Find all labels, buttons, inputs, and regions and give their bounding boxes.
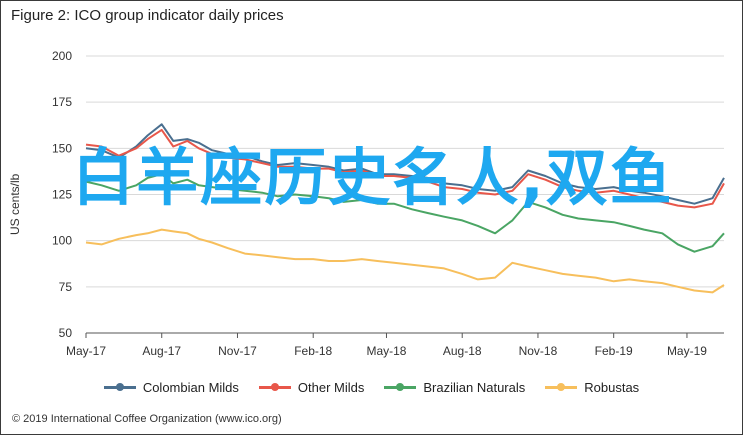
series-line-other-milds (85, 128, 725, 209)
x-tick-label: Aug-18 (443, 344, 482, 358)
x-tick-label: Nov-17 (218, 344, 257, 358)
legend-item: Other Milds (258, 380, 365, 395)
x-tick-label: May-17 (66, 344, 106, 358)
x-tick-labels: May-17 Aug-17 Nov-17 Feb-18 May-18 Aug-18 Nov-… (66, 333, 707, 358)
x-tick-label: Aug-17 (142, 344, 181, 358)
x-tick-label: Feb-18 (294, 344, 332, 358)
y-tick-label: 100 (52, 234, 72, 248)
legend-label: Other Milds (297, 380, 365, 395)
legend-swatch (103, 383, 136, 391)
y-tick-label: 175 (52, 95, 72, 109)
series-line-robustas (85, 228, 725, 294)
x-tick-label: May-18 (366, 344, 406, 358)
x-tick-label: Nov-18 (519, 344, 558, 358)
legend-swatch (384, 383, 417, 391)
legend-swatch (258, 383, 291, 391)
x-tick-label: May-19 (667, 344, 707, 358)
legend-label: Colombian Milds (142, 380, 239, 395)
legend-item: Robustas (545, 380, 639, 395)
x-tick-label: Feb-19 (595, 344, 633, 358)
y-tick-label: 75 (59, 280, 73, 294)
chart-title: Figure 2: ICO group indicator daily pric… (11, 7, 284, 24)
legend: Colombian Milds Other Milds Brazilian Natu… (0, 380, 743, 395)
legend-swatch (545, 383, 578, 391)
series-line-brazilian-naturals (85, 173, 725, 253)
legend-item: Colombian Milds (103, 380, 239, 395)
y-tick-labels: 50 75 100 125 150 175 200 (52, 49, 72, 340)
grid-lines (86, 55, 724, 334)
y-tick-label: 150 (52, 141, 72, 155)
y-tick-label: 200 (52, 49, 72, 63)
legend-label: Robustas (584, 380, 640, 395)
legend-item: Brazilian Naturals (384, 380, 525, 395)
series-line-colombian-milds (85, 123, 725, 205)
copyright-note: © 2019 International Coffee Organization… (12, 413, 282, 425)
y-tick-label: 125 (52, 188, 72, 202)
legend-label: Brazilian Naturals (423, 380, 526, 395)
series-lines (85, 123, 725, 294)
overlay-watermark-text: 白羊座历史名人,双鱼 (72, 141, 674, 214)
y-tick-label: 50 (59, 326, 73, 340)
